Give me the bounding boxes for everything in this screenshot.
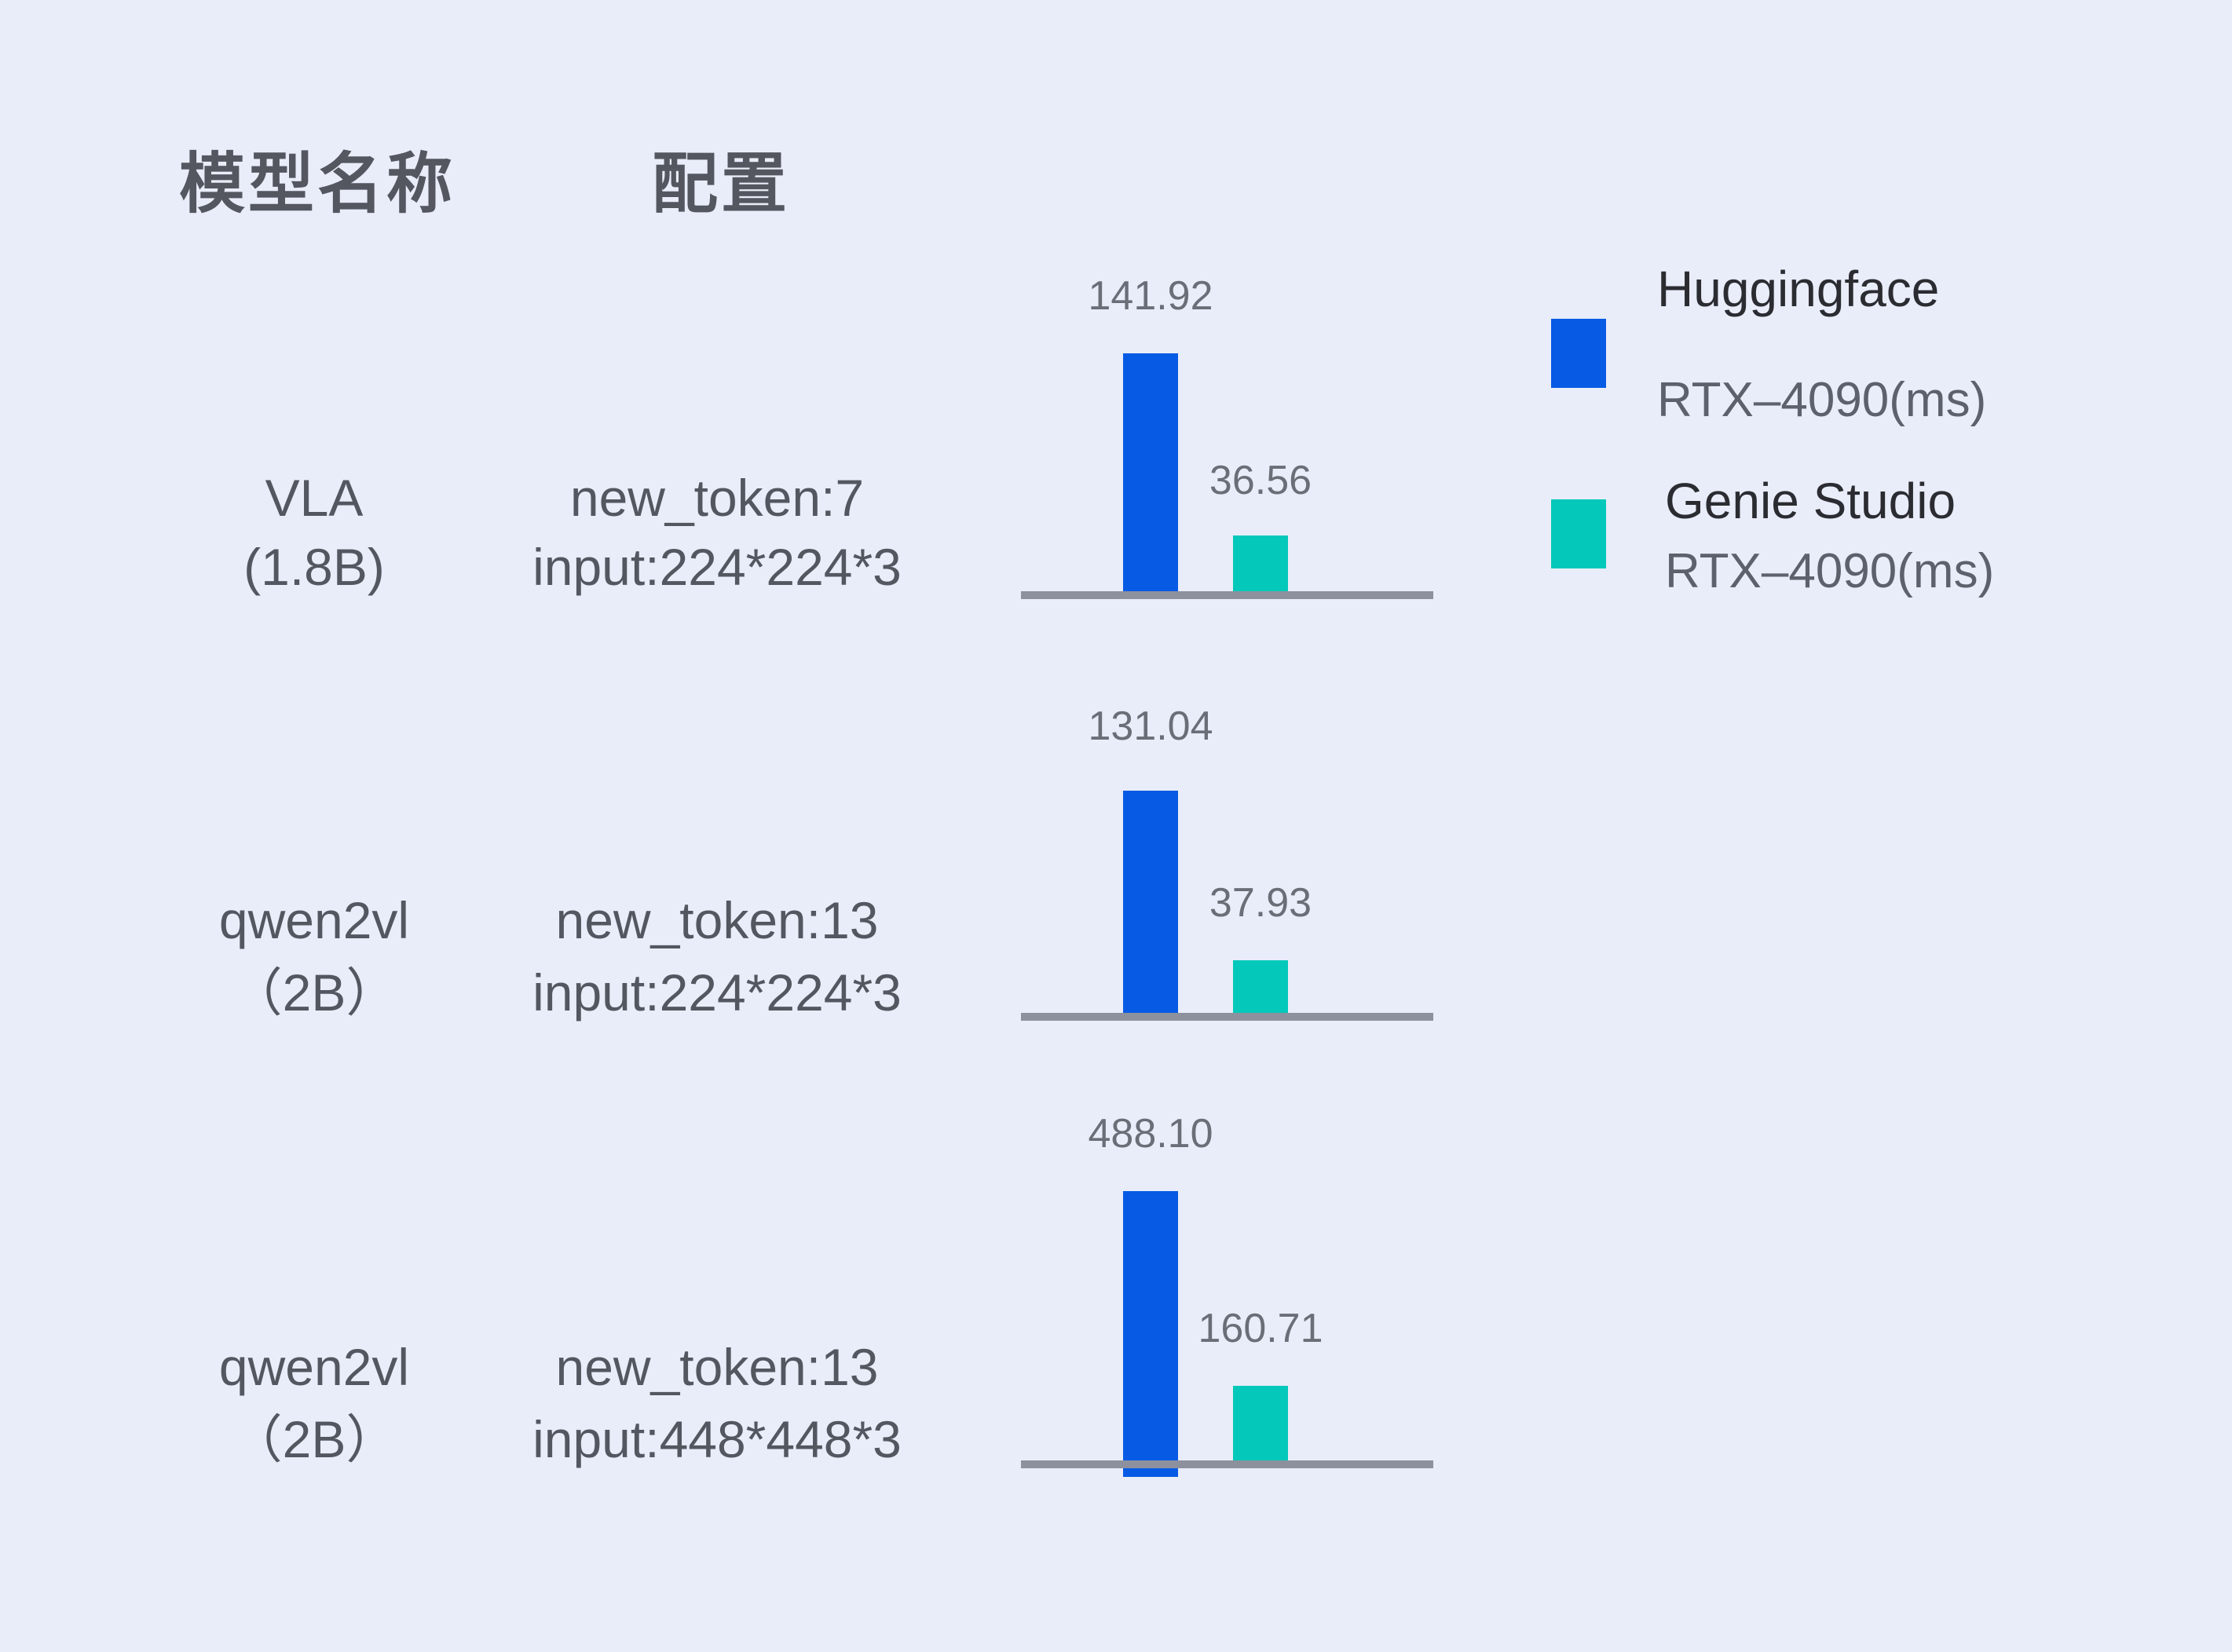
model-name-row3-line1: qwen2vl [218, 1338, 410, 1396]
model-name-row2-line2: （2B） [230, 963, 398, 1022]
model-name-row1-line2: (1.8B) [243, 538, 385, 596]
huggingface-value-row3: 488.10 [1088, 1111, 1213, 1157]
column-header-model-name: 模型名称 [179, 147, 456, 221]
legend-swatch-huggingface [1551, 319, 1606, 388]
axis-baseline-row3 [1021, 1460, 1433, 1468]
axis-baseline-row1 [1021, 591, 1433, 599]
huggingface-bar-row2 [1123, 791, 1178, 1013]
genie-bar-row3 [1233, 1386, 1288, 1460]
axis-baseline-row2 [1021, 1013, 1433, 1021]
legend-label-huggingface: Huggingface [1657, 261, 1940, 317]
genie-value-row3: 160.71 [1198, 1306, 1323, 1351]
huggingface-value-row2: 131.04 [1088, 704, 1213, 749]
legend-swatch-genie-studio [1551, 499, 1606, 568]
config-row3-line2: input:448*448*3 [532, 1410, 902, 1468]
model-name-row2-line1: qwen2vl [218, 891, 410, 949]
column-header-config: 配置 [652, 147, 791, 221]
config-row2-line1: new_token:13 [555, 891, 879, 949]
legend-sublabel-huggingface-device: RTX–4090(ms) [1657, 373, 1987, 427]
huggingface-bar-row3 [1123, 1191, 1178, 1477]
config-row2-line2: input:224*224*3 [532, 963, 902, 1022]
config-row1-line1: new_token:7 [569, 469, 865, 527]
legend-sublabel-genie-studio-device: RTX–4090(ms) [1665, 544, 1995, 598]
genie-bar-row1 [1233, 535, 1288, 591]
huggingface-value-row1: 141.92 [1088, 273, 1213, 319]
config-row3-line1: new_token:13 [555, 1338, 879, 1396]
huggingface-bar-row1 [1123, 353, 1178, 591]
config-row1-line2: input:224*224*3 [532, 538, 902, 596]
genie-value-row2: 37.93 [1209, 880, 1312, 926]
genie-value-row1: 36.56 [1209, 458, 1312, 503]
legend-label-genie-studio: Genie Studio [1665, 473, 1956, 529]
model-name-row3-line2: （2B） [230, 1410, 398, 1468]
model-name-row1-line1: VLA [265, 469, 364, 527]
genie-bar-row2 [1233, 960, 1288, 1013]
